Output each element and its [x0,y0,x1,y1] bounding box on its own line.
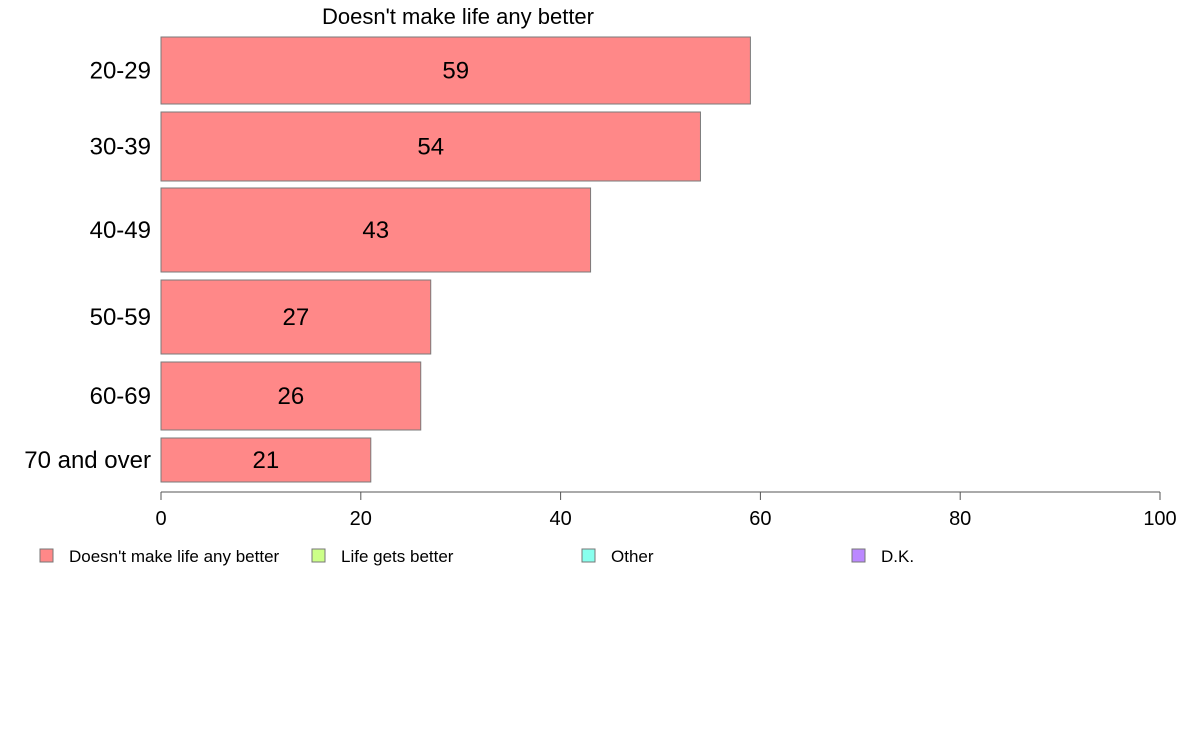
data-label: 43 [362,217,389,244]
chart-title: Doesn't make life any better [322,4,594,29]
data-label: 26 [278,383,305,410]
legend: Doesn't make life any better Life gets be… [39,547,914,566]
legend-label: Other [611,547,654,566]
legend-label: Life gets better [341,547,454,566]
bar-50-59 [160,279,432,355]
legend-label: D.K. [881,547,914,566]
data-label: 27 [283,304,310,331]
category-label: 60-69 [90,383,151,410]
bar-60-69 [160,361,422,431]
data-label: 54 [417,134,444,161]
bar-40-49 [160,187,592,273]
category-label: 70 and over [24,447,151,474]
category-label: 20-29 [90,58,151,85]
category-label: 50-59 [90,304,151,331]
category-label: 40-49 [90,217,151,244]
x-tick-label: 0 [155,508,166,530]
legend-swatch [581,548,596,563]
legend-swatch [311,548,326,563]
x-tick-label: 20 [350,508,372,530]
x-tick-label: 60 [749,508,771,530]
x-axis: 0 20 40 60 80 100 [155,491,1177,530]
data-label: 59 [442,58,469,85]
bar-70-and-over [160,437,372,483]
legend-swatch [851,548,866,563]
legend-swatch [39,548,54,563]
bars-layer: 20-29 59 30-39 54 40-49 43 50-59 27 60-69 26 70 an… [24,36,751,483]
bar-20-29 [160,36,751,105]
legend-label: Doesn't make life any better [69,547,280,566]
legend-item: Other [581,547,654,566]
data-label: 21 [253,447,280,474]
legend-item: Life gets better [311,547,454,566]
x-tick-label: 100 [1143,508,1176,530]
bar-30-39 [160,111,701,182]
x-tick-label: 40 [549,508,571,530]
x-tick-label: 80 [949,508,971,530]
category-label: 30-39 [90,134,151,161]
legend-item: D.K. [851,547,914,566]
legend-item: Doesn't make life any better [39,547,280,566]
